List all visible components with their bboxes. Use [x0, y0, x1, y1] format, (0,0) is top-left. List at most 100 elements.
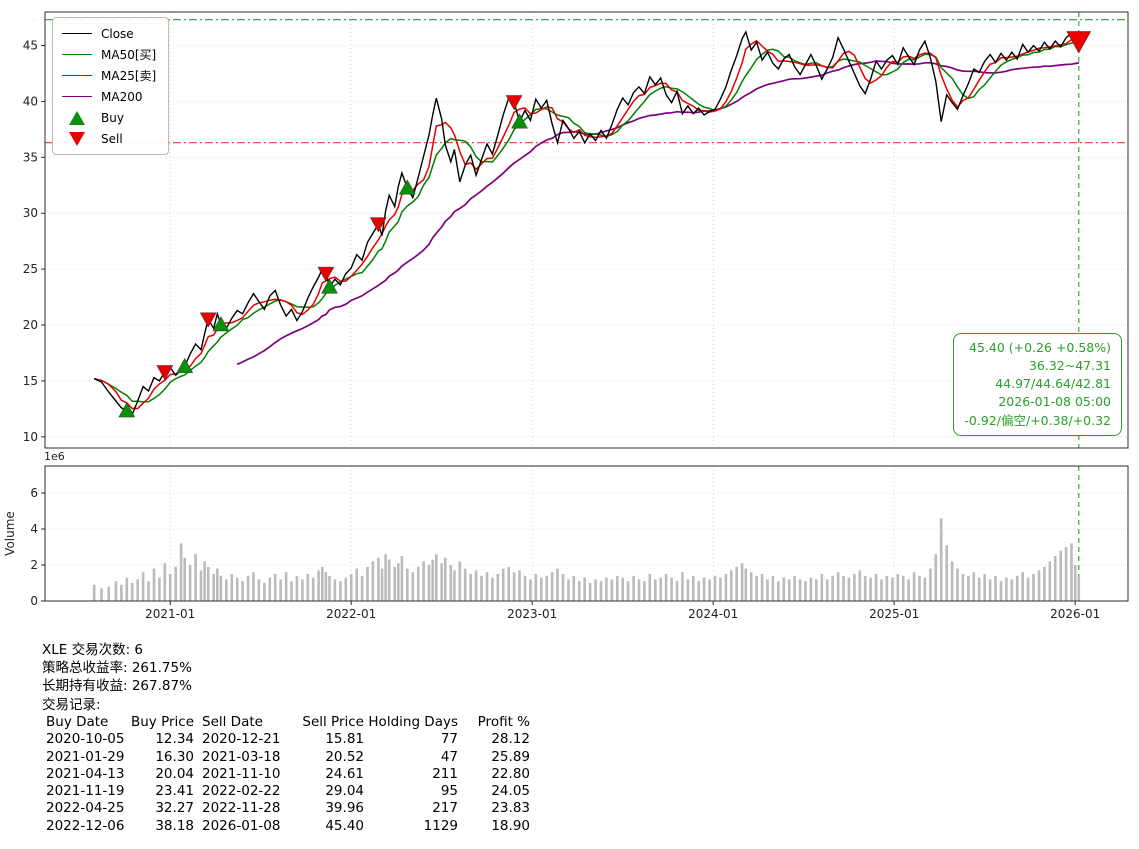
volume-bar [168, 574, 172, 601]
volume-bar [697, 581, 700, 601]
buy-marker [511, 113, 528, 129]
volume-axis-title: Volume [3, 511, 17, 556]
volume-bar [1037, 570, 1041, 601]
ma50-line [94, 41, 1080, 403]
volume-bar [550, 572, 554, 601]
volume-bar [632, 575, 635, 601]
volume-bar [355, 568, 358, 601]
volume-bar [961, 574, 965, 601]
volume-bar [578, 581, 581, 601]
volume-bar [994, 575, 997, 601]
volume-bar [901, 575, 905, 601]
buy-triangle-icon [62, 110, 92, 125]
volume-y-tick-label: 0 [30, 594, 38, 608]
volume-bar [730, 570, 733, 601]
volume-bar [1005, 577, 1008, 601]
volume-bar [858, 570, 862, 601]
volume-bar [912, 572, 916, 601]
volume-bar [491, 577, 494, 601]
trades-cell: 38.18 [155, 817, 194, 834]
volume-bar [809, 577, 813, 601]
volume-bar [411, 572, 415, 601]
volume-bar [842, 575, 845, 601]
trades-cell: 32.27 [155, 800, 194, 817]
trades-header: Profit % [477, 714, 530, 730]
volume-bar [561, 574, 565, 601]
buy-marker [398, 179, 416, 195]
volume-bar [444, 557, 447, 601]
volume-bar [377, 557, 380, 601]
sell-marker [317, 266, 335, 283]
volume-bar [1021, 572, 1024, 601]
volume-bar [692, 575, 695, 601]
buy-marker [321, 278, 338, 294]
legend-item-buy: Buy [62, 108, 156, 127]
stats-buy-hold-return: 长期持有收益: 267.87% [42, 678, 192, 695]
price-annotation-box: 45.40 (+0.26 +0.58%) 36.32~47.31 44.97/4… [953, 333, 1122, 436]
volume-bar [203, 561, 206, 601]
volume-bar [664, 574, 668, 601]
volume-bar [1026, 577, 1030, 601]
volume-bar [387, 559, 391, 601]
volume-bar [760, 574, 764, 601]
volume-bar [360, 575, 364, 601]
sell-marker [199, 312, 217, 328]
volume-bar [440, 563, 443, 601]
annotation-range: 36.32~47.31 [1028, 358, 1111, 374]
volume-bar [749, 572, 753, 601]
volume-bar [594, 579, 597, 601]
close-line [93, 30, 1080, 416]
volume-bar [977, 577, 981, 601]
volume-bar [740, 563, 744, 601]
volume-bar [708, 579, 711, 601]
volume-bar [654, 579, 657, 601]
volume-bar [820, 574, 824, 601]
volume-bar [463, 568, 467, 601]
volume-bar [384, 554, 387, 601]
volume-bar [939, 518, 943, 601]
trades-cell: 24.05 [491, 783, 530, 800]
trades-cell: 2026-01-08 [202, 817, 281, 834]
volume-bar [588, 583, 592, 601]
volume-bar [766, 579, 769, 601]
volume-bar [681, 572, 684, 601]
volume-bar [416, 566, 420, 601]
volume-bar [518, 570, 521, 601]
volume-bar [301, 579, 304, 601]
annotation-ma-values: 44.97/44.64/42.81 [995, 376, 1111, 392]
trades-header: Sell Date [202, 714, 263, 730]
volume-bar [670, 577, 673, 601]
trades-cell: 2021-11-19 [46, 783, 125, 800]
trades-cell: 2021-03-18 [202, 748, 281, 765]
volume-bar [1059, 550, 1062, 601]
volume-bar [1010, 579, 1014, 601]
volume-bar [206, 566, 210, 601]
volume-bar [212, 574, 215, 601]
y-tick-label: 20 [23, 318, 38, 332]
volume-bar [956, 568, 959, 601]
legend-item-ma50: MA50[买] [62, 45, 156, 64]
trades-cell: 25.89 [491, 748, 530, 765]
trades-cell: 2022-04-25 [46, 800, 125, 817]
volume-bar [874, 574, 878, 601]
volume-bar [815, 579, 818, 601]
volume-bar [523, 575, 527, 601]
volume-bar [983, 574, 986, 601]
volume-bar [616, 575, 619, 601]
volume-bar [147, 581, 150, 601]
ma25-line [94, 38, 1079, 410]
volume-bar [626, 581, 630, 601]
chart-canvas: 10 15 20 25 30 35 40 45 0 2 4 6 2021-01 2022-01 2023-0… [3, 11, 1129, 621]
x-tick-label: 2024-01 [688, 607, 738, 621]
volume-bar [798, 579, 802, 601]
trades-cell: 77 [440, 731, 458, 748]
annotation-timestamp: 2026-01-08 05:00 [998, 394, 1111, 410]
volume-bar [252, 572, 255, 601]
trades-cell: 29.04 [325, 783, 364, 800]
volume-bar [1043, 566, 1046, 601]
volume-bar [744, 568, 748, 601]
trades-cell: 95 [440, 783, 458, 800]
volume-bar [853, 574, 856, 601]
volume-bar [1053, 556, 1057, 601]
